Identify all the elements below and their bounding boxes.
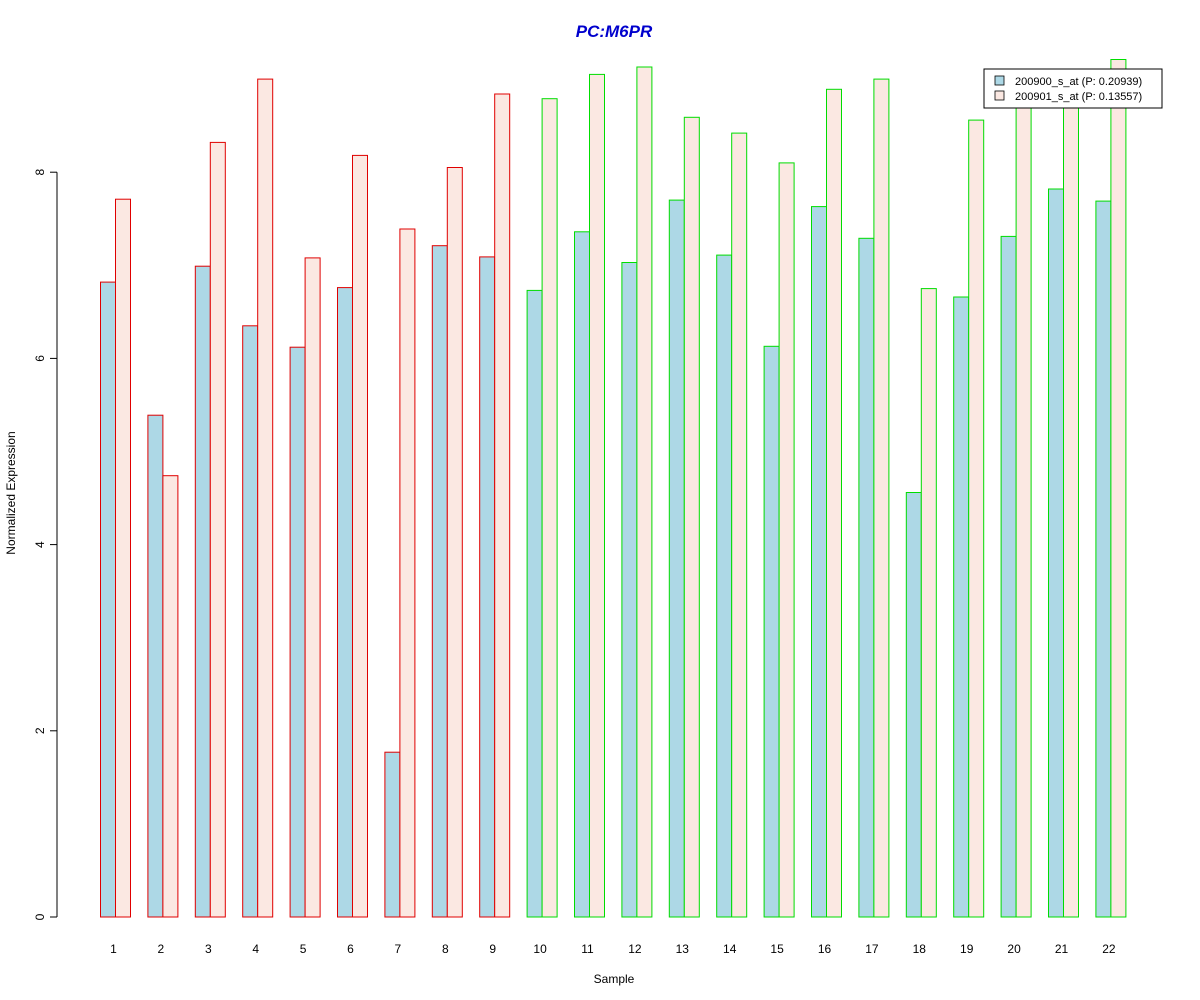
bar-sample-11-series-2 — [589, 73, 605, 918]
bar-sample-2-series-1 — [147, 414, 164, 918]
bar-sample-19-series-2 — [968, 119, 985, 918]
legend-label-200900: 200900_s_at (P: 0.20939) — [1015, 76, 1142, 88]
bar-sample-13-series-2 — [683, 116, 700, 918]
bar-sample-5-series-2 — [304, 257, 321, 918]
bar-sample-3-series-2 — [209, 141, 226, 918]
x-tick-label-6: 6 — [347, 942, 354, 956]
y-tick-label-8: 8 — [33, 169, 47, 176]
bar-sample-5-series-1 — [289, 346, 306, 918]
x-tick-label-18: 18 — [913, 942, 927, 956]
y-tick-label-2: 2 — [33, 727, 47, 734]
bar-sample-14-series-2 — [731, 132, 748, 918]
x-tick-label-9: 9 — [489, 942, 496, 956]
bar-sample-20-series-2 — [1015, 97, 1032, 918]
chart-title: PC:M6PR — [576, 22, 653, 41]
bar-sample-8-series-1 — [431, 245, 448, 918]
bar-sample-2-series-2 — [162, 475, 179, 918]
bar-sample-17-series-1 — [858, 237, 875, 918]
x-tick-label-20: 20 — [1007, 942, 1021, 956]
x-tick-label-5: 5 — [300, 942, 307, 956]
x-tick-label-22: 22 — [1102, 942, 1116, 956]
bar-sample-9-series-1 — [479, 256, 496, 918]
bar-sample-10-series-2 — [541, 98, 558, 918]
bar-sample-18-series-2 — [920, 288, 937, 918]
bars-group — [100, 59, 1127, 918]
bar-sample-12-series-2 — [636, 66, 653, 918]
y-tick-label-6: 6 — [33, 355, 47, 362]
x-tick-label-21: 21 — [1055, 942, 1069, 956]
bar-sample-21-series-1 — [1048, 188, 1064, 918]
bar-sample-22-series-2 — [1110, 59, 1127, 918]
x-axis-title: Sample — [594, 972, 635, 986]
bar-sample-8-series-2 — [446, 167, 463, 918]
bar-sample-16-series-1 — [811, 206, 827, 918]
legend-swatch-200901 — [994, 90, 1005, 101]
y-axis-title: Normalized Expression — [4, 431, 18, 554]
bar-sample-20-series-1 — [1000, 235, 1017, 918]
bar-sample-6-series-2 — [352, 154, 368, 918]
x-tick-label-4: 4 — [252, 942, 259, 956]
y-axis: 0 2 4 6 8 — [33, 169, 58, 920]
x-tick-label-7: 7 — [395, 942, 402, 956]
x-tick-label-17: 17 — [865, 942, 879, 956]
bar-sample-10-series-1 — [526, 289, 543, 918]
x-tick-label-14: 14 — [723, 942, 737, 956]
x-tick-label-8: 8 — [442, 942, 449, 956]
legend-swatch-200900 — [994, 75, 1005, 86]
x-tick-label-12: 12 — [628, 942, 642, 956]
bar-sample-21-series-2 — [1063, 97, 1079, 918]
bar-sample-1-series-1 — [100, 281, 116, 918]
bar-sample-4-series-1 — [242, 325, 259, 918]
legend-label-200901: 200901_s_at (P: 0.13557) — [1015, 91, 1142, 103]
x-axis-labels: 1 2 3 4 5 6 7 8 9 10 11 12 13 14 15 16 17 18 19 20 21 22 — [110, 942, 1116, 956]
x-tick-label-16: 16 — [818, 942, 832, 956]
x-tick-label-1: 1 — [110, 942, 117, 956]
bar-sample-17-series-2 — [873, 78, 890, 918]
bar-sample-9-series-2 — [494, 93, 511, 918]
x-tick-label-11: 11 — [581, 942, 594, 956]
bar-sample-18-series-1 — [905, 492, 922, 918]
bar-sample-22-series-1 — [1095, 200, 1112, 918]
bar-sample-19-series-1 — [953, 296, 970, 918]
bar-sample-1-series-2 — [115, 198, 131, 918]
y-tick-label-0: 0 — [33, 913, 47, 920]
bar-sample-14-series-1 — [716, 254, 733, 918]
bar-sample-11-series-1 — [574, 231, 590, 918]
bar-sample-7-series-2 — [399, 228, 416, 918]
x-tick-label-3: 3 — [205, 942, 212, 956]
bar-sample-15-series-1 — [763, 345, 780, 918]
y-tick-label-4: 4 — [33, 541, 47, 548]
bar-sample-16-series-2 — [826, 88, 842, 918]
legend: 200900_s_at (P: 0.20939) 200901_s_at (P:… — [983, 68, 1163, 109]
bar-sample-4-series-2 — [257, 78, 274, 918]
legend-box — [983, 68, 1163, 109]
x-tick-label-15: 15 — [770, 942, 784, 956]
bar-sample-6-series-1 — [337, 287, 353, 918]
bar-sample-15-series-2 — [778, 162, 795, 918]
x-tick-label-2: 2 — [158, 942, 165, 956]
bar-sample-13-series-1 — [668, 199, 685, 918]
bar-sample-12-series-1 — [621, 262, 638, 918]
bar-sample-7-series-1 — [384, 751, 401, 918]
bar-sample-3-series-1 — [194, 265, 211, 918]
x-tick-label-19: 19 — [960, 942, 974, 956]
x-tick-label-13: 13 — [676, 942, 690, 956]
x-tick-label-10: 10 — [533, 942, 547, 956]
